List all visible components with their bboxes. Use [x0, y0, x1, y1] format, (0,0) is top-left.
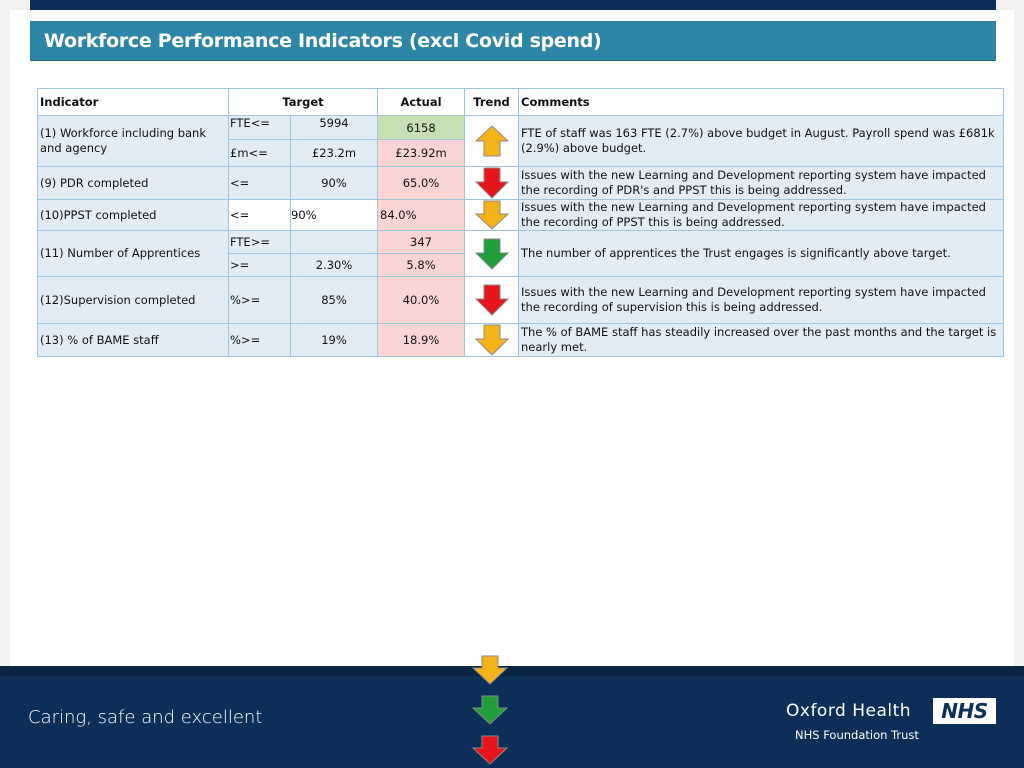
- target-operator: FTE<=: [228, 115, 291, 140]
- arrow-down-amber-icon: [474, 324, 509, 356]
- arrow-up-amber-icon: [474, 125, 509, 157]
- target-value: 2.30%: [289, 253, 379, 277]
- trend-cell: [464, 276, 520, 324]
- trend-cell: [464, 115, 520, 167]
- actual-value: 6158: [377, 115, 466, 140]
- target-value: £23.2m: [289, 139, 379, 167]
- arrow-down-amber-icon: [474, 200, 509, 230]
- footer-tagline: Caring, safe and excellent: [28, 707, 263, 728]
- target-value: [289, 230, 379, 254]
- nhs-logo: NHS: [933, 698, 996, 724]
- indicator-cell: (10)PPST completed: [37, 199, 229, 231]
- target-value: 90%: [289, 199, 379, 231]
- target-operator: >=: [228, 253, 291, 277]
- arrow-down-red-icon: [474, 284, 509, 316]
- target-value: 85%: [289, 276, 379, 324]
- comment-cell: Issues with the new Learning and Develop…: [518, 276, 1005, 324]
- trend-cell: [464, 230, 520, 277]
- comment-cell: Issues with the new Learning and Develop…: [518, 166, 1005, 200]
- table-row: (12)Supervision completed %>= 85% 40.0% …: [37, 276, 1005, 324]
- indicator-cell: (9) PDR completed: [37, 166, 229, 200]
- title-bar: Workforce Performance Indicators (excl C…: [30, 21, 996, 61]
- header-target: Target: [227, 88, 379, 116]
- arrow-shape: [474, 167, 509, 199]
- target-operator: %>=: [228, 276, 291, 324]
- indicator-cell: (13) % of BAME staff: [37, 323, 229, 357]
- target-value: 5994: [289, 115, 379, 140]
- comment-cell: The number of apprentices the Trust enga…: [518, 230, 1005, 277]
- header-actual: Actual: [377, 88, 466, 116]
- top-bar: [30, 0, 996, 10]
- target-operator: <=: [228, 199, 291, 231]
- actual-value: 40.0%: [377, 276, 466, 324]
- actual-value: 347: [377, 230, 466, 254]
- target-operator: %>=: [228, 323, 291, 357]
- actual-value: 18.9%: [377, 323, 466, 357]
- target-value: 90%: [289, 166, 379, 200]
- actual-value: 84.0%: [377, 199, 466, 231]
- indicators-table: Indicator Target Actual Trend Comments (…: [37, 88, 1005, 357]
- header-comments: Comments: [518, 88, 1005, 116]
- comment-cell: FTE of staff was 163 FTE (2.7%) above bu…: [518, 115, 1005, 167]
- arrow-shape: [474, 284, 509, 316]
- actual-value: 65.0%: [377, 166, 466, 200]
- indicator-cell: (1) Workforce including bank and agency: [37, 115, 229, 167]
- header-trend: Trend: [464, 88, 520, 116]
- page-title: Workforce Performance Indicators (excl C…: [44, 30, 602, 52]
- nhs-logo-text: NHS: [941, 699, 988, 723]
- arrow-shape: [474, 200, 509, 230]
- table-row: >= 2.30% 5.8%: [38, 253, 1004, 277]
- actual-value: £23.92m: [377, 139, 466, 167]
- org-name: Oxford Health: [786, 701, 912, 721]
- target-operator: £m<=: [228, 139, 291, 167]
- trend-cell: [464, 166, 520, 200]
- legend-arrow-down-red-icon: [471, 735, 509, 765]
- target-operator: <=: [228, 166, 291, 200]
- target-operator: FTE>=: [228, 230, 291, 254]
- table-row: (13) % of BAME staff %>= 19% 18.9% The %…: [37, 323, 1005, 357]
- arrow-down-red-icon: [474, 167, 509, 199]
- footer-stripe: [0, 666, 1024, 676]
- target-value: 19%: [289, 323, 379, 357]
- table-row: (9) PDR completed <= 90% 65.0% Issues wi…: [37, 166, 1005, 200]
- arrow-down-green-icon: [474, 238, 509, 270]
- table-row: (1) Workforce including bank and agency …: [37, 115, 1005, 167]
- arrow-shape: [474, 238, 509, 270]
- table-row: £m<= £23.2m £23.92m: [38, 139, 1004, 167]
- arrow-shape: [471, 735, 509, 765]
- legend-arrow-down-green-icon: [471, 695, 509, 725]
- table-header-row: Indicator Target Actual Trend Comments: [37, 88, 1005, 116]
- trend-cell: [464, 199, 520, 231]
- org-subtitle: NHS Foundation Trust: [795, 728, 919, 742]
- comment-cell: Issues with the new Learning and Develop…: [518, 199, 1005, 231]
- arrow-shape: [474, 324, 509, 356]
- table-row: (11) Number of Apprentices FTE>= 347 The…: [37, 230, 1005, 277]
- indicator-cell: (12)Supervision completed: [37, 276, 229, 324]
- header-indicator: Indicator: [37, 88, 229, 116]
- table-row: (10)PPST completed <= 90% 84.0% Issues w…: [37, 199, 1005, 231]
- indicator-cell: (11) Number of Apprentices: [37, 230, 229, 277]
- arrow-shape: [474, 125, 509, 157]
- actual-value: 5.8%: [377, 253, 466, 277]
- arrow-shape: [471, 655, 509, 685]
- comment-cell: The % of BAME staff has steadily increas…: [518, 323, 1005, 357]
- footer-band: [0, 666, 1024, 768]
- arrow-shape: [471, 695, 509, 725]
- trend-cell: [464, 323, 520, 357]
- legend-arrow-down-amber-icon: [471, 655, 509, 685]
